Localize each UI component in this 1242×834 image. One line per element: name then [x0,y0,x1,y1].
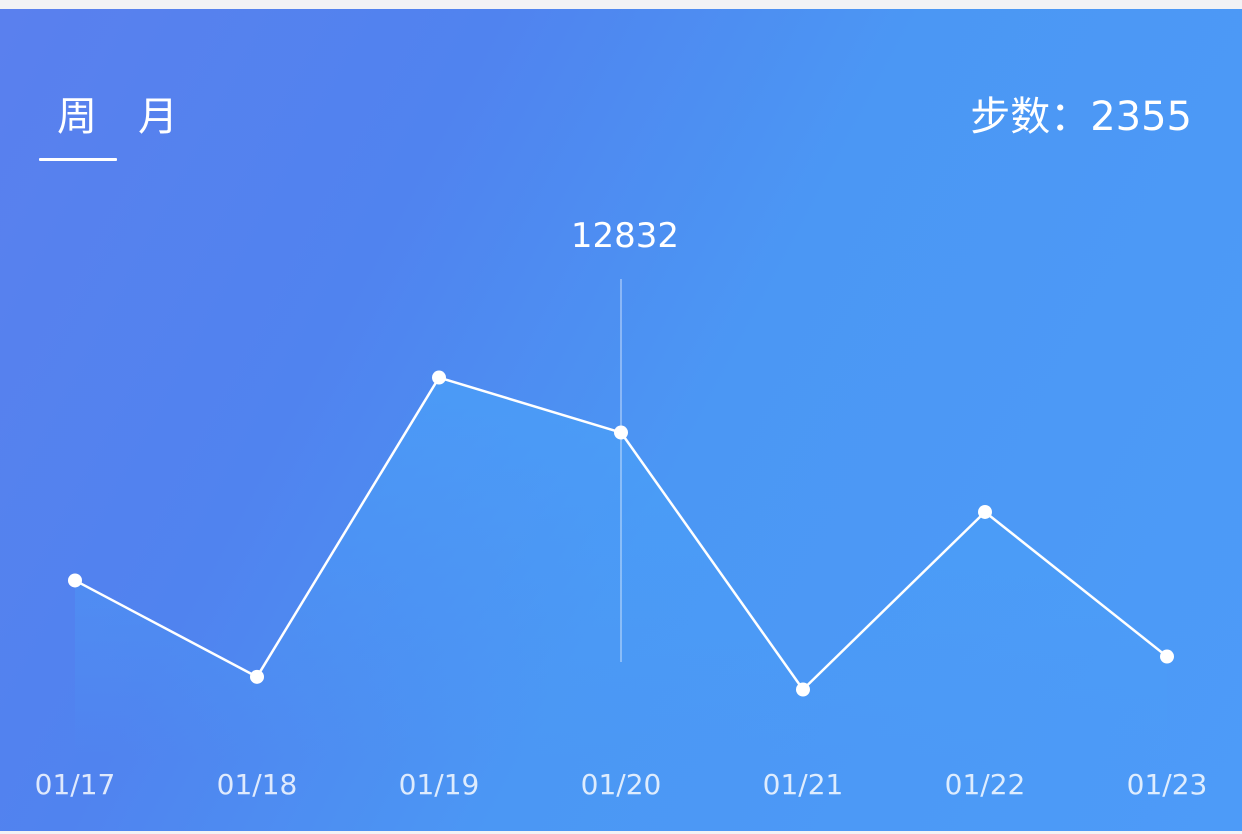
x-tick-label: 01/18 [217,768,298,801]
x-tick-label: 01/19 [399,768,480,801]
x-tick-label: 01/21 [763,768,844,801]
active-tab-underline [39,158,117,161]
data-point-01-17[interactable] [68,573,82,588]
data-point-01-20[interactable] [614,425,628,440]
data-point-01-23[interactable] [1160,649,1174,664]
x-tick-label: 01/23 [1127,768,1208,801]
tab-month[interactable]: 月 [138,94,178,140]
tab-week[interactable]: 周 [57,94,97,140]
tooltip-value: 12832 [571,216,679,256]
data-point-01-19[interactable] [432,370,446,385]
data-point-01-18[interactable] [250,669,264,684]
x-tick-label: 01/17 [35,768,116,801]
x-tick-label: 01/22 [945,768,1026,801]
steps-total: 步数：2355 [970,94,1192,140]
data-point-01-22[interactable] [978,504,992,519]
x-tick-label: 01/20 [581,768,662,801]
data-point-01-21[interactable] [796,682,810,697]
